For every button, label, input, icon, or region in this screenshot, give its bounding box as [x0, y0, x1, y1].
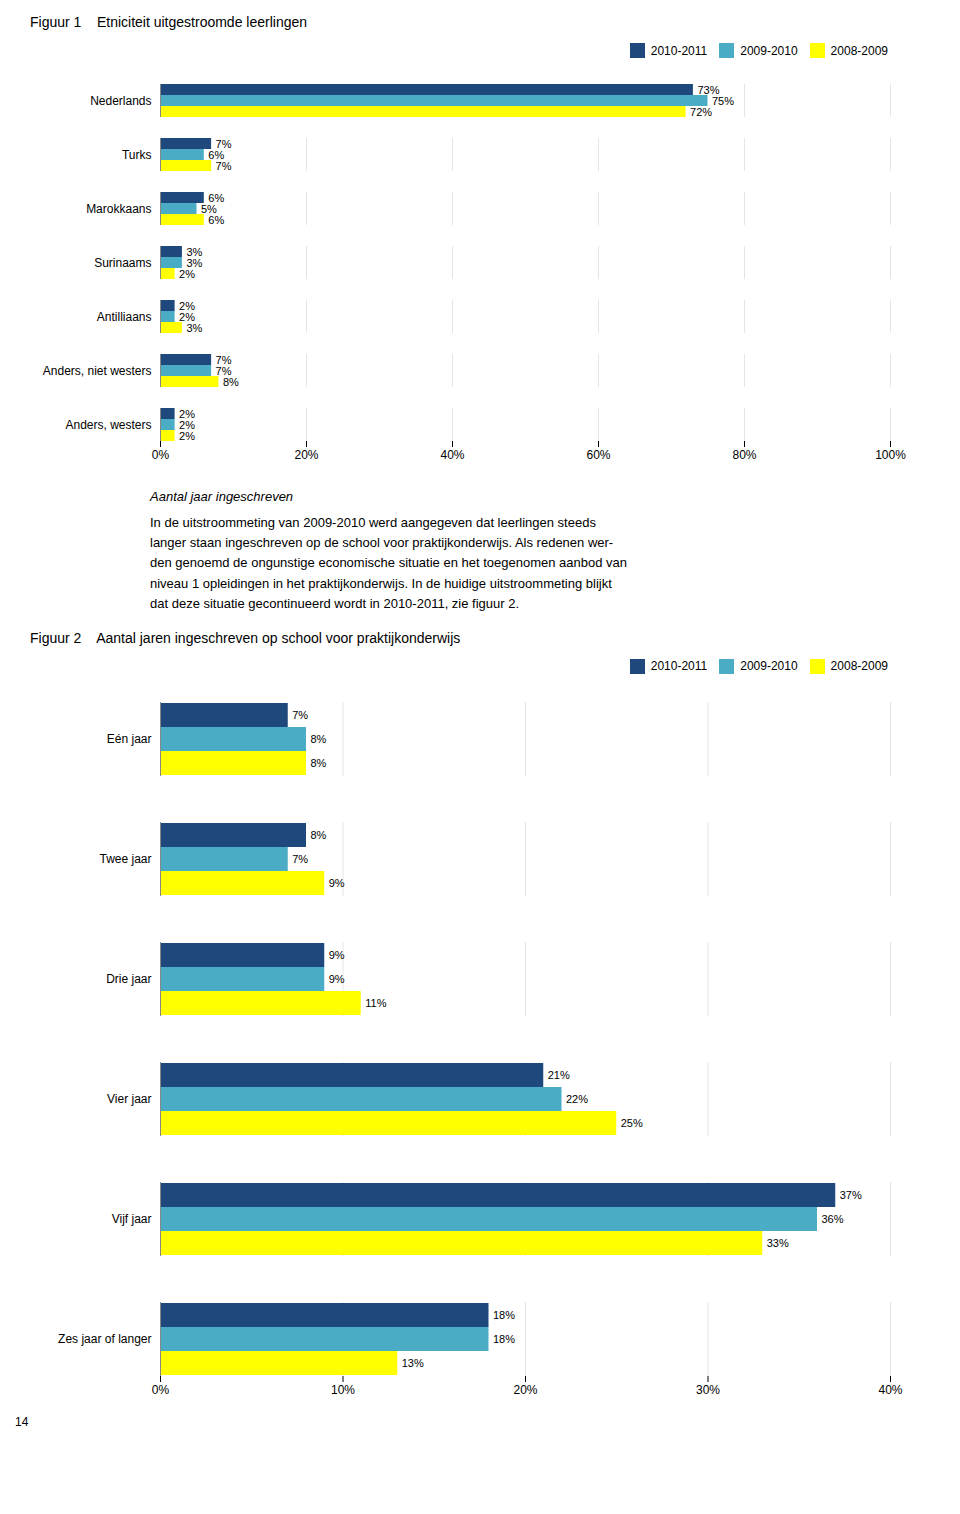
svg-text:Anders, westers: Anders, westers: [65, 418, 151, 432]
svg-text:33%: 33%: [767, 1237, 789, 1249]
html-text:2009-2010: 2009-2010: [740, 43, 798, 58]
svg-text:3%: 3%: [186, 256, 203, 269]
svg-text:8%: 8%: [223, 376, 239, 388]
svg-text:72%: 72%: [690, 106, 712, 118]
svg-text:7%: 7%: [215, 353, 232, 366]
svg-text:21%: 21%: [548, 1069, 570, 1081]
svg-text:37%: 37%: [840, 1189, 862, 1201]
svg-text:Surinaams: Surinaams: [94, 256, 151, 270]
svg-text:9%: 9%: [329, 877, 345, 889]
svg-text:Twee jaar: Twee jaar: [99, 852, 151, 866]
svg-text:18%: 18%: [493, 1333, 515, 1345]
svg-text:Marokkaans: Marokkaans: [86, 202, 151, 216]
svg-text:Drie jaar: Drie jaar: [106, 972, 151, 986]
html-text:2009-2010: 2009-2010: [740, 659, 798, 674]
svg-text:Vier jaar: Vier jaar: [107, 1092, 151, 1106]
svg-text:Eén jaar: Eén jaar: [107, 732, 152, 746]
svg-text:18%: 18%: [493, 1309, 515, 1321]
html-text:14: 14: [15, 1414, 29, 1429]
svg-text:5%: 5%: [201, 202, 217, 215]
svg-text:36%: 36%: [822, 1213, 844, 1225]
html-text:den genoemd de ongunstige econ: den genoemd de ongunstige economische si…: [150, 555, 627, 571]
svg-text:100%: 100%: [875, 448, 906, 462]
svg-text:3%: 3%: [186, 245, 203, 258]
svg-text:40%: 40%: [878, 1383, 902, 1397]
svg-text:2%: 2%: [179, 310, 195, 323]
html-text:2010-2011: 2010-2011: [650, 659, 708, 674]
svg-text:7%: 7%: [216, 160, 232, 172]
svg-text:6%: 6%: [208, 191, 225, 204]
html-text:2008-2009: 2008-2009: [830, 659, 888, 674]
svg-text:9%: 9%: [329, 973, 345, 985]
svg-text:2%: 2%: [179, 407, 195, 420]
svg-text:80%: 80%: [732, 448, 756, 462]
svg-text:6%: 6%: [208, 214, 224, 226]
svg-text:9%: 9%: [329, 949, 345, 961]
svg-text:Zes jaar of langer: Zes jaar of langer: [58, 1332, 151, 1346]
svg-text:Anders, niet westers: Anders, niet westers: [43, 364, 152, 378]
svg-text:8%: 8%: [311, 829, 327, 841]
svg-text:10%: 10%: [331, 1383, 355, 1397]
svg-text:40%: 40%: [440, 448, 464, 462]
svg-text:7%: 7%: [215, 137, 232, 150]
svg-text:60%: 60%: [586, 448, 610, 462]
svg-text:13%: 13%: [402, 1357, 424, 1369]
svg-text:0%: 0%: [152, 448, 170, 462]
svg-text:7%: 7%: [215, 364, 232, 377]
svg-text:Antilliaans: Antilliaans: [97, 310, 152, 324]
svg-text:2%: 2%: [179, 268, 195, 280]
svg-text:Turks: Turks: [122, 148, 152, 162]
svg-text:73%: 73%: [697, 83, 720, 96]
svg-text:6%: 6%: [208, 148, 225, 161]
svg-text:20%: 20%: [513, 1383, 537, 1397]
html-text:Figuur 2 Aantal jaren ingeschr: Figuur 2 Aantal jaren ingeschreven op sc…: [30, 629, 461, 646]
svg-text:0%: 0%: [152, 1383, 170, 1397]
html-text:langer staan ingeschreven op d: langer staan ingeschreven op de school v…: [150, 535, 614, 551]
svg-text:2%: 2%: [179, 418, 195, 431]
html-text:Aantal jaar ingeschreven: Aantal jaar ingeschreven: [150, 489, 294, 504]
svg-text:2%: 2%: [179, 430, 195, 442]
html-text:Figuur 1 Etniciteit uitgestroo: Figuur 1 Etniciteit uitgestroomde leerli…: [30, 14, 307, 30]
html-text:2008-2009: 2008-2009: [830, 43, 888, 58]
svg-text:11%: 11%: [365, 997, 386, 1009]
svg-text:Nederlands: Nederlands: [90, 94, 151, 108]
html-text:niveau 1 opleidingen in het pr: niveau 1 opleidingen in het praktijkonde…: [150, 575, 612, 591]
svg-text:7%: 7%: [292, 709, 308, 721]
svg-text:Vijf jaar: Vijf jaar: [112, 1212, 152, 1226]
svg-text:22%: 22%: [566, 1093, 588, 1105]
html-text:In de uitstroommeting van 2009: In de uitstroommeting van 2009-2010 werd…: [150, 515, 596, 531]
svg-text:25%: 25%: [621, 1117, 643, 1129]
svg-text:3%: 3%: [186, 322, 202, 334]
svg-text:7%: 7%: [292, 853, 308, 865]
svg-text:8%: 8%: [311, 733, 327, 745]
html-text:dat deze situatie gecontinueer: dat deze situatie gecontinueerd wordt in…: [150, 595, 520, 611]
svg-text:75%: 75%: [712, 95, 734, 107]
svg-text:8%: 8%: [311, 757, 327, 769]
svg-text:30%: 30%: [696, 1383, 720, 1397]
svg-text:20%: 20%: [294, 448, 318, 462]
svg-text:2%: 2%: [179, 299, 195, 312]
html-text:2010-2011: 2010-2011: [650, 43, 708, 58]
